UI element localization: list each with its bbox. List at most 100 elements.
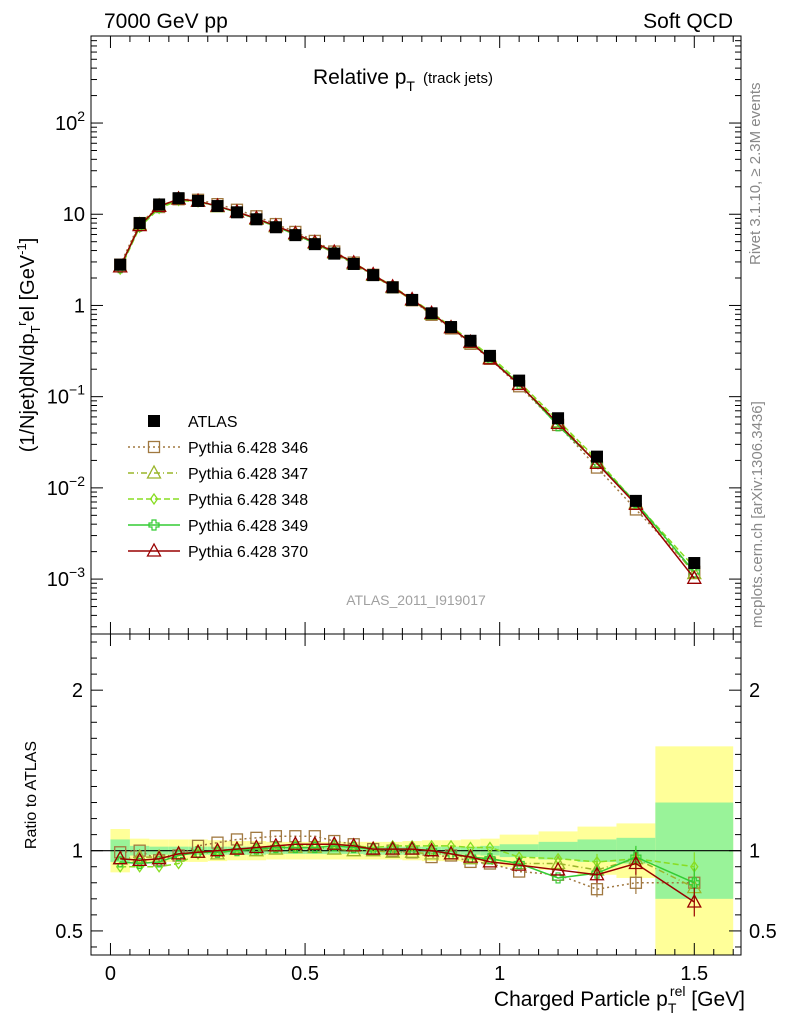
- main-y-tick-label: 1: [74, 295, 85, 317]
- atlas-data-point: [289, 229, 302, 242]
- ratio-series-point: [628, 855, 644, 870]
- ratio-series-point: [688, 877, 700, 889]
- chart-title: Relative pT (track jets): [313, 66, 493, 94]
- atlas-data-point: [153, 198, 166, 211]
- rivet-version-label: Rivet 3.1.10, ≥ 2.3M events: [747, 83, 764, 266]
- main-y-axis-label: (1/Njet)dN/dpTrel [GeV-1]: [14, 238, 43, 453]
- ratio-series-point: [174, 857, 183, 870]
- analysis-watermark: ATLAS_2011_I919017: [346, 592, 486, 608]
- legend-label: ATLAS: [188, 414, 238, 431]
- ratio-series-point: [485, 841, 495, 854]
- legend-label: Pythia 6.428 370: [188, 544, 308, 561]
- ratio-series-point: [514, 850, 524, 864]
- ratio-series-point: [462, 848, 479, 863]
- ratio-series-point: [132, 851, 148, 866]
- ratio-series-point: [114, 846, 127, 859]
- header-left-label: 7000 GeV pp: [104, 10, 228, 33]
- ratio-series-point: [512, 865, 526, 878]
- ratio-x-tick-label: 0.5: [291, 963, 319, 985]
- atlas-data-point: [464, 334, 477, 347]
- ratio-y-tick-label: 2: [72, 680, 83, 702]
- ratio-series-point: [629, 876, 643, 889]
- ratio-series-point: [170, 845, 187, 860]
- ratio-series-point: [589, 866, 605, 881]
- ratio-series-point: [550, 855, 566, 870]
- ratio-series-point: [133, 844, 146, 857]
- ratio-series-point: [268, 837, 284, 852]
- legend-label: Pythia 6.428 348: [188, 492, 308, 509]
- ratio-series-point: [385, 840, 401, 855]
- ratio-series-point: [446, 839, 456, 852]
- ratio-series-point: [590, 883, 604, 896]
- legend-marker: [146, 542, 162, 557]
- legend-marker: [148, 519, 160, 531]
- ratio-y-tick-label: 0.5: [55, 921, 83, 943]
- ratio-series-point: [112, 850, 128, 865]
- legend-label: Pythia 6.428 349: [188, 518, 308, 535]
- atlas-data-point: [308, 238, 321, 251]
- ratio-series-point: [686, 893, 702, 908]
- ratio-y-tick-label: 1: [72, 841, 83, 863]
- atlas-data-point: [629, 494, 642, 507]
- ratio-x-axis-label: Charged Particle pTrel [GeV]: [494, 983, 745, 1016]
- ratio-x-tick-label: 1: [494, 963, 505, 985]
- ratio-series-point: [443, 845, 459, 860]
- atlas-data-point: [590, 450, 603, 463]
- ratio-series-point: [404, 840, 420, 855]
- ratio-series-point: [550, 861, 566, 876]
- main-y-tick-label: 102: [55, 108, 85, 135]
- atlas-data-point: [269, 221, 282, 234]
- atlas-data-point: [688, 557, 701, 570]
- ratio-x-tick-label: 1.5: [680, 963, 708, 985]
- atlas-data-point: [367, 269, 380, 282]
- ratio-series-point: [326, 835, 342, 850]
- legend-marker: [146, 464, 162, 479]
- main-y-tick-label: 10−3: [47, 564, 85, 591]
- atlas-data-point: [250, 213, 263, 226]
- atlas-data-point: [347, 257, 360, 270]
- ratio-series-point: [511, 856, 527, 871]
- main-series-point: [686, 565, 702, 580]
- legend-label: Pythia 6.428 347: [188, 466, 308, 483]
- ratio-series-point: [484, 853, 496, 865]
- ratio-plot-frame: [90, 633, 742, 956]
- main-y-tick-label: 10−2: [47, 473, 85, 500]
- ratio-series-point: [191, 839, 205, 853]
- main-series-point: [688, 566, 700, 578]
- atlas-data-point: [386, 281, 399, 294]
- ratio-series-point: [346, 837, 362, 852]
- atlas-data-point: [445, 321, 458, 334]
- ratio-series-point: [287, 835, 303, 850]
- atlas-data-point: [114, 258, 127, 271]
- ratio-series-point: [365, 840, 381, 855]
- ratio-series-point: [552, 872, 564, 884]
- ratio-series-point: [423, 842, 440, 857]
- atlas-data-point: [211, 200, 224, 213]
- atlas-data-point: [133, 217, 146, 230]
- atlas-data-point: [406, 293, 419, 306]
- legend-marker: [149, 492, 159, 506]
- ratio-y-tick-label: 0.5: [749, 921, 777, 943]
- legend-label: Pythia 6.428 346: [188, 440, 308, 457]
- ratio-series-point: [482, 853, 498, 868]
- atlas-data-point: [425, 307, 438, 320]
- ratio-x-tick-label: 0: [105, 963, 116, 985]
- atlas-data-point: [513, 374, 526, 387]
- atlas-data-point: [192, 194, 205, 207]
- atlas-data-point: [328, 247, 341, 260]
- ratio-series-point: [307, 835, 323, 850]
- atlas-data-point: [172, 192, 185, 205]
- ratio-series-point: [190, 843, 206, 858]
- ratio-series-point: [630, 851, 642, 863]
- main-series-point: [686, 569, 702, 584]
- main-y-tick-label: 10: [63, 204, 85, 226]
- ratio-plot-panel: 0.5 0.5 1 1 2 2 0 0.5 1 1.5: [55, 633, 777, 985]
- legend-marker: [147, 440, 161, 454]
- main-y-tick-label: 10−1: [47, 382, 85, 409]
- ratio-series-point: [209, 842, 226, 857]
- atlas-data-point: [552, 412, 565, 425]
- atlas-data-point: [230, 206, 243, 219]
- ratio-series-point: [229, 840, 245, 855]
- ratio-series-line: [120, 843, 695, 903]
- atlas-data-point: [483, 349, 496, 362]
